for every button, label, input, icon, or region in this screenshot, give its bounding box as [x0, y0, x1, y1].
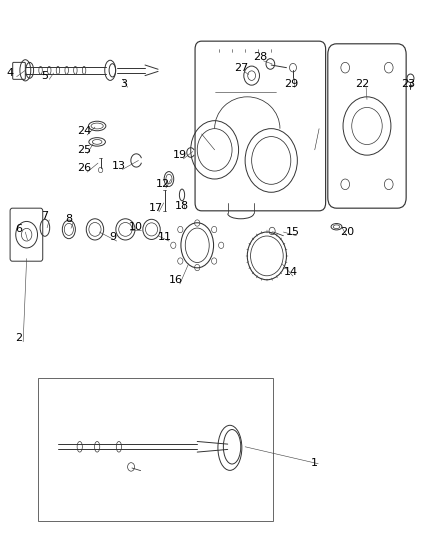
Text: 9: 9 [109, 232, 116, 243]
Text: 29: 29 [284, 78, 298, 88]
Text: 11: 11 [158, 232, 172, 243]
Text: 28: 28 [253, 52, 268, 62]
Text: 18: 18 [175, 200, 189, 211]
Text: 23: 23 [401, 78, 415, 88]
Text: 26: 26 [77, 164, 91, 173]
Text: 19: 19 [173, 150, 187, 160]
Text: 5: 5 [42, 70, 49, 80]
Text: 14: 14 [284, 267, 298, 277]
Text: 13: 13 [112, 161, 126, 171]
Text: 25: 25 [77, 145, 91, 155]
Text: 15: 15 [286, 227, 300, 237]
Text: 3: 3 [120, 78, 127, 88]
Text: 17: 17 [149, 203, 163, 213]
Text: 8: 8 [65, 214, 72, 224]
Text: 10: 10 [129, 222, 143, 232]
Text: 12: 12 [155, 179, 170, 189]
Text: 1: 1 [311, 458, 318, 467]
Text: 16: 16 [169, 274, 183, 285]
Text: 2: 2 [15, 333, 22, 343]
Text: 7: 7 [41, 211, 49, 221]
Text: 20: 20 [340, 227, 354, 237]
Text: 6: 6 [15, 224, 22, 235]
Text: 27: 27 [233, 63, 248, 72]
Text: 22: 22 [356, 78, 370, 88]
Text: 24: 24 [77, 126, 91, 136]
Bar [39, 378, 273, 521]
Text: 4: 4 [7, 68, 14, 78]
